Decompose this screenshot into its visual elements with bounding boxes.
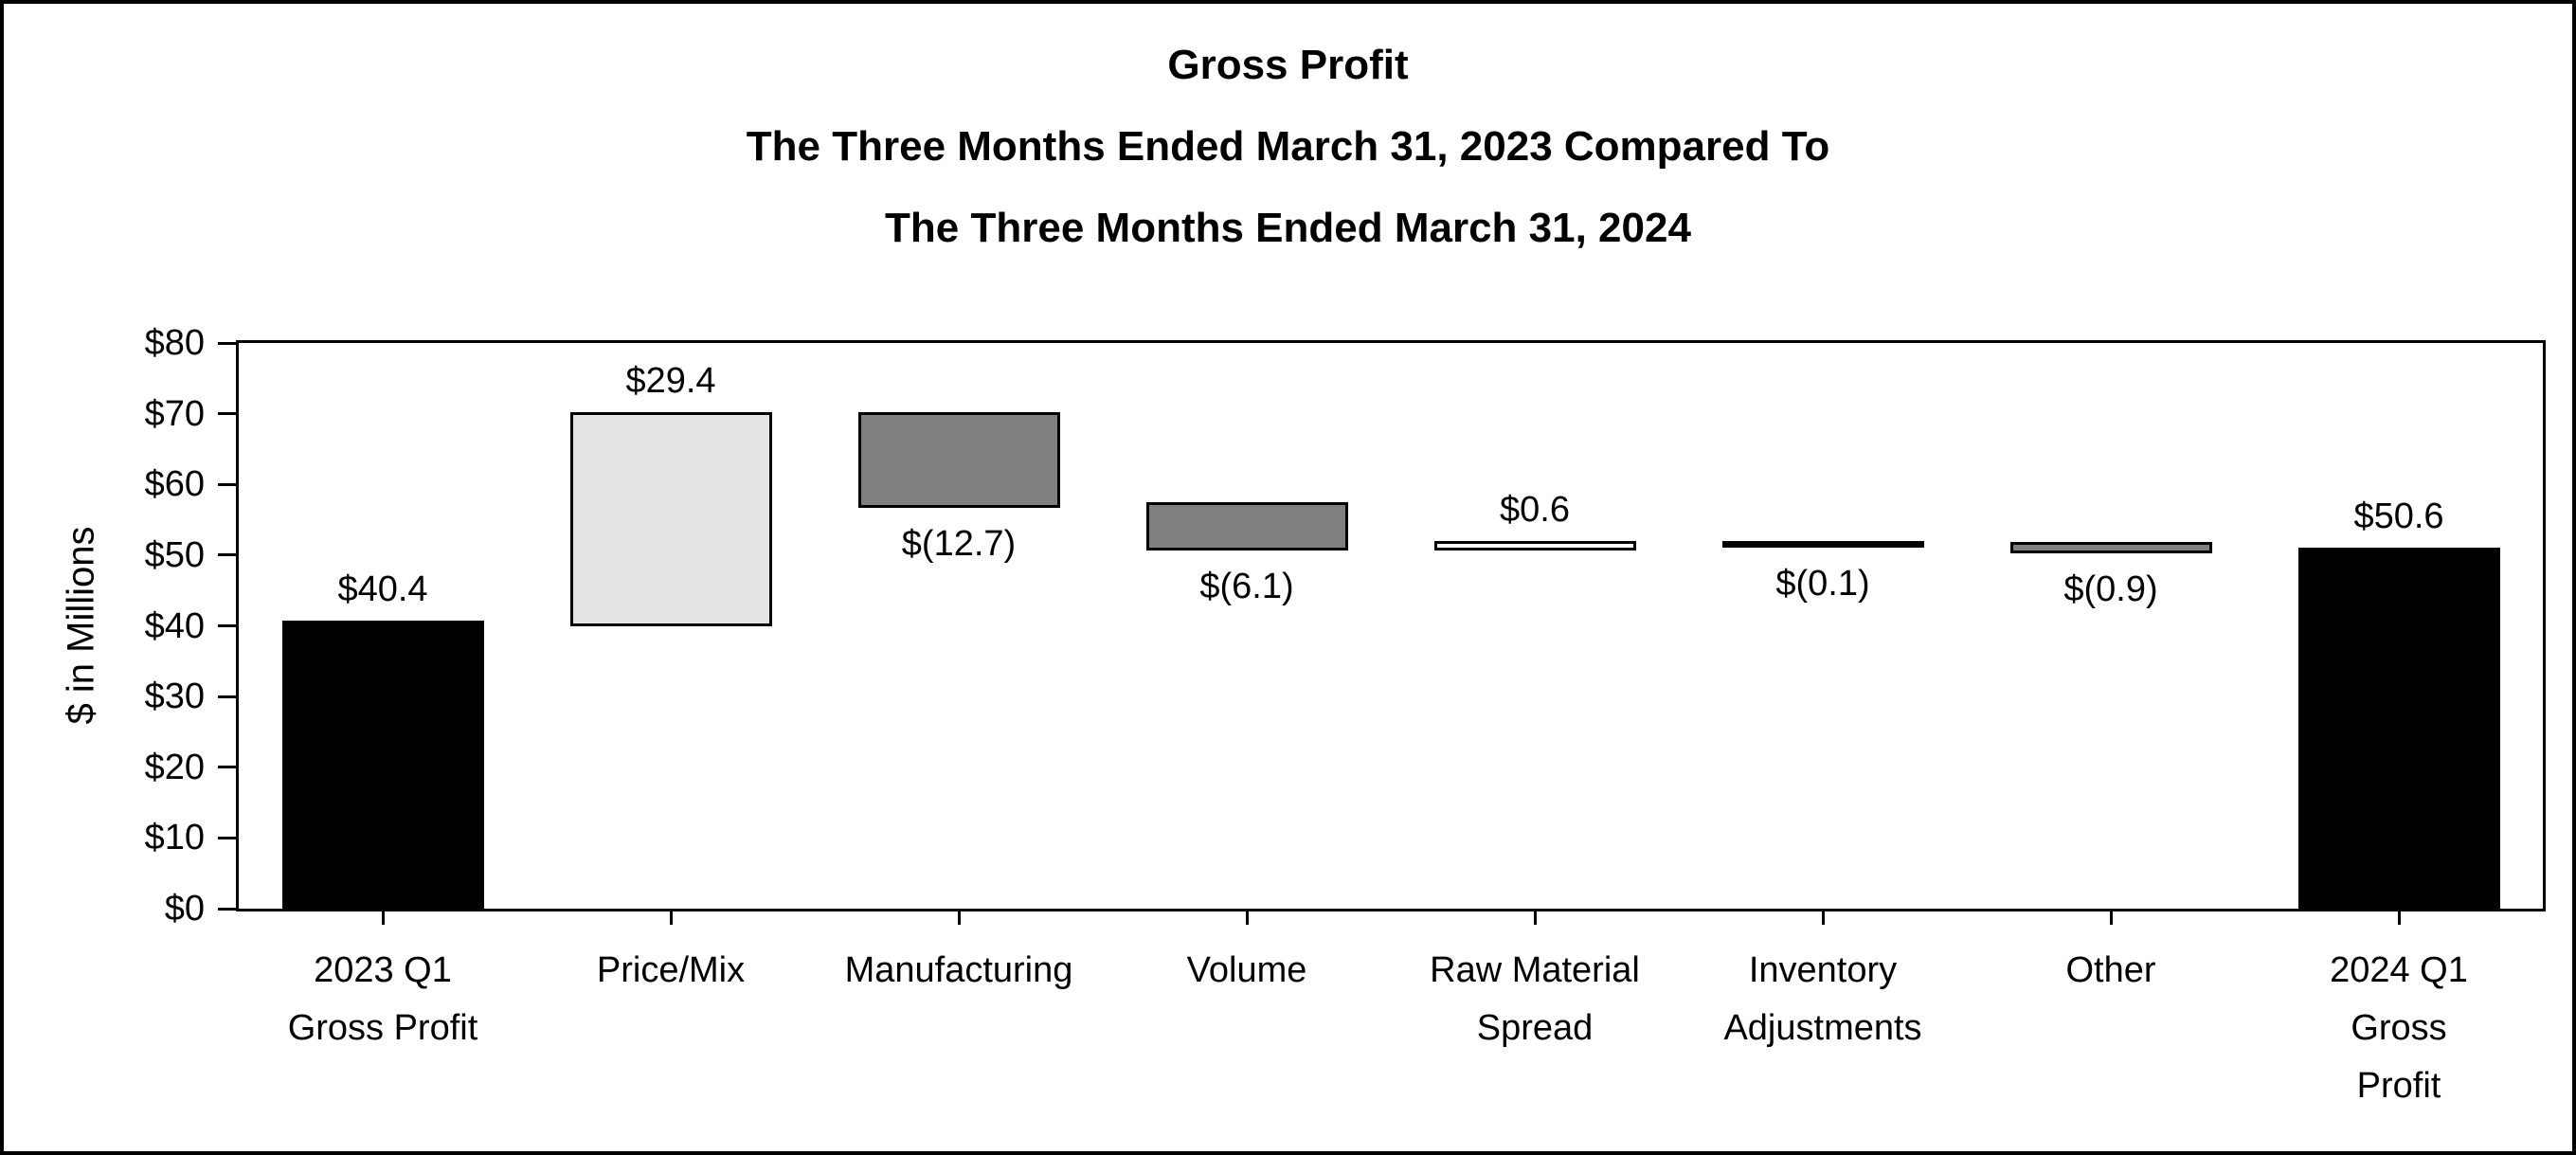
bar-inventory-adjustments	[1721, 540, 1924, 548]
chart-title: Gross Profit The Three Months Ended Marc…	[4, 25, 2572, 269]
x-tick-mark	[1245, 911, 1249, 925]
x-category-label-line: Volume	[1186, 950, 1307, 990]
y-tick-mark	[218, 766, 237, 769]
y-tick-label: $70	[144, 393, 205, 434]
x-tick-mark	[381, 911, 385, 925]
value-label-2023-q1-gross-profit: $40.4	[337, 568, 428, 609]
x-category-label-other: Other	[1955, 942, 2267, 1000]
value-label-manufacturing: $(12.7)	[901, 523, 1017, 564]
x-category-label-line: Gross Profit	[287, 1008, 478, 1048]
y-tick-label: $30	[144, 677, 205, 717]
x-category-label-line: Gross	[2351, 1008, 2447, 1048]
y-tick-mark	[218, 553, 237, 557]
value-label-other: $(0.9)	[2063, 569, 2158, 610]
x-tick-mark	[1821, 911, 1825, 925]
y-tick-mark	[218, 482, 237, 486]
y-tick-mark	[218, 412, 237, 416]
x-category-label-line: 2024 Q1	[2330, 950, 2468, 990]
plot-area: $40.4 $29.4 $(12.7) $(6.1) $0.6 $(0.1) $(0.9) $…	[236, 340, 2546, 911]
bar-2024-q1-gross-profit	[2297, 548, 2500, 911]
x-category-label-2024-q1-gross-profit: 2024 Q1 Gross Profit	[2243, 942, 2555, 1115]
value-label-raw-material-spread: $0.6	[1500, 489, 1570, 530]
chart-title-line-3: The Three Months Ended March 31, 2024	[885, 205, 1691, 251]
x-tick-mark	[2397, 911, 2401, 925]
value-label-volume: $(6.1)	[1199, 567, 1294, 607]
y-tick-label: $0	[164, 889, 205, 929]
bar-volume	[1145, 501, 1348, 551]
y-tick-label: $50	[144, 534, 205, 575]
x-category-label-line: Price/Mix	[596, 950, 746, 990]
x-category-label-line: Adjustments	[1723, 1008, 1922, 1048]
x-category-label-line: Manufacturing	[844, 950, 1073, 990]
x-category-label-line: Raw Material	[1430, 950, 1640, 990]
y-tick-mark	[218, 907, 237, 911]
x-category-label-inventory-adjustments: Inventory Adjustments	[1666, 942, 1979, 1057]
x-tick-mark	[1533, 911, 1537, 925]
x-category-label-line: Inventory	[1748, 950, 1898, 990]
y-tick-label: $20	[144, 747, 205, 787]
x-tick-mark	[669, 911, 673, 925]
x-category-label-line: Profit	[2356, 1066, 2441, 1106]
y-tick-mark	[218, 836, 237, 839]
y-tick-label: $40	[144, 605, 205, 646]
y-tick-mark	[218, 624, 237, 627]
x-category-label-2023-q1-gross-profit: 2023 Q1 Gross Profit	[226, 942, 539, 1057]
y-tick-label: $10	[144, 818, 205, 858]
bar-2023-q1-gross-profit	[281, 620, 484, 911]
x-category-label-manufacturing: Manufacturing	[802, 942, 1115, 1000]
x-category-label-price-mix: Price/Mix	[514, 942, 827, 1000]
bar-other	[2009, 541, 2212, 554]
chart-title-line-1: Gross Profit	[1167, 42, 1409, 88]
bar-manufacturing	[857, 412, 1060, 508]
x-tick-mark	[2109, 911, 2113, 925]
x-category-label-volume: Volume	[1090, 942, 1403, 1000]
x-category-label-line: Spread	[1476, 1008, 1594, 1048]
value-label-2024-q1-gross-profit: $50.6	[2353, 496, 2444, 537]
y-tick-mark	[218, 695, 237, 698]
y-tick-label: $80	[144, 323, 205, 363]
x-category-label-line: 2023 Q1	[314, 950, 452, 990]
x-category-label-raw-material-spread: Raw Material Spread	[1378, 942, 1691, 1057]
bar-price-mix	[569, 412, 772, 626]
x-category-label-line: Other	[2065, 950, 2156, 990]
x-tick-mark	[957, 911, 961, 925]
bar-raw-material-spread	[1433, 540, 1636, 551]
value-label-inventory-adjustments: $(0.1)	[1775, 563, 1870, 604]
y-tick-label: $60	[144, 464, 205, 505]
value-label-price-mix: $29.4	[625, 361, 716, 402]
chart-title-line-2: The Three Months Ended March 31, 2023 Co…	[746, 123, 1830, 170]
y-tick-mark	[218, 341, 237, 345]
